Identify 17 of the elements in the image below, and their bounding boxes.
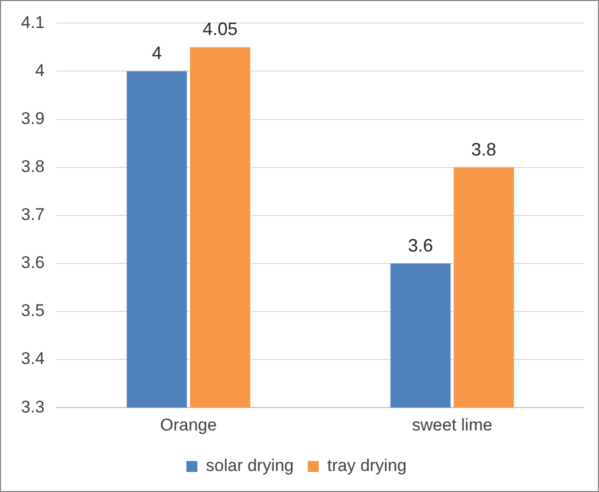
legend-label: tray drying	[327, 456, 407, 476]
x-tick-label: Orange	[160, 415, 217, 434]
y-tick-label: 3.3	[20, 397, 45, 416]
data-label: 4	[152, 43, 162, 64]
y-tick-label: 4.1	[20, 12, 45, 32]
y-tick-label: 3.7	[20, 205, 45, 224]
legend-label: solar drying	[206, 456, 294, 476]
data-label: 3.8	[471, 139, 496, 160]
data-label: 4.05	[202, 19, 238, 40]
y-tick-label: 4	[35, 60, 45, 80]
y-tick-label: 3.6	[20, 253, 45, 272]
data-label: 3.6	[408, 235, 434, 256]
y-tick-label: 3.5	[20, 301, 45, 320]
y-tick-label: 3.8	[20, 157, 45, 176]
y-tick-label: 3.4	[20, 349, 45, 368]
y-tick-label: 3.9	[20, 108, 45, 128]
x-tick-label: sweet lime	[412, 415, 492, 434]
